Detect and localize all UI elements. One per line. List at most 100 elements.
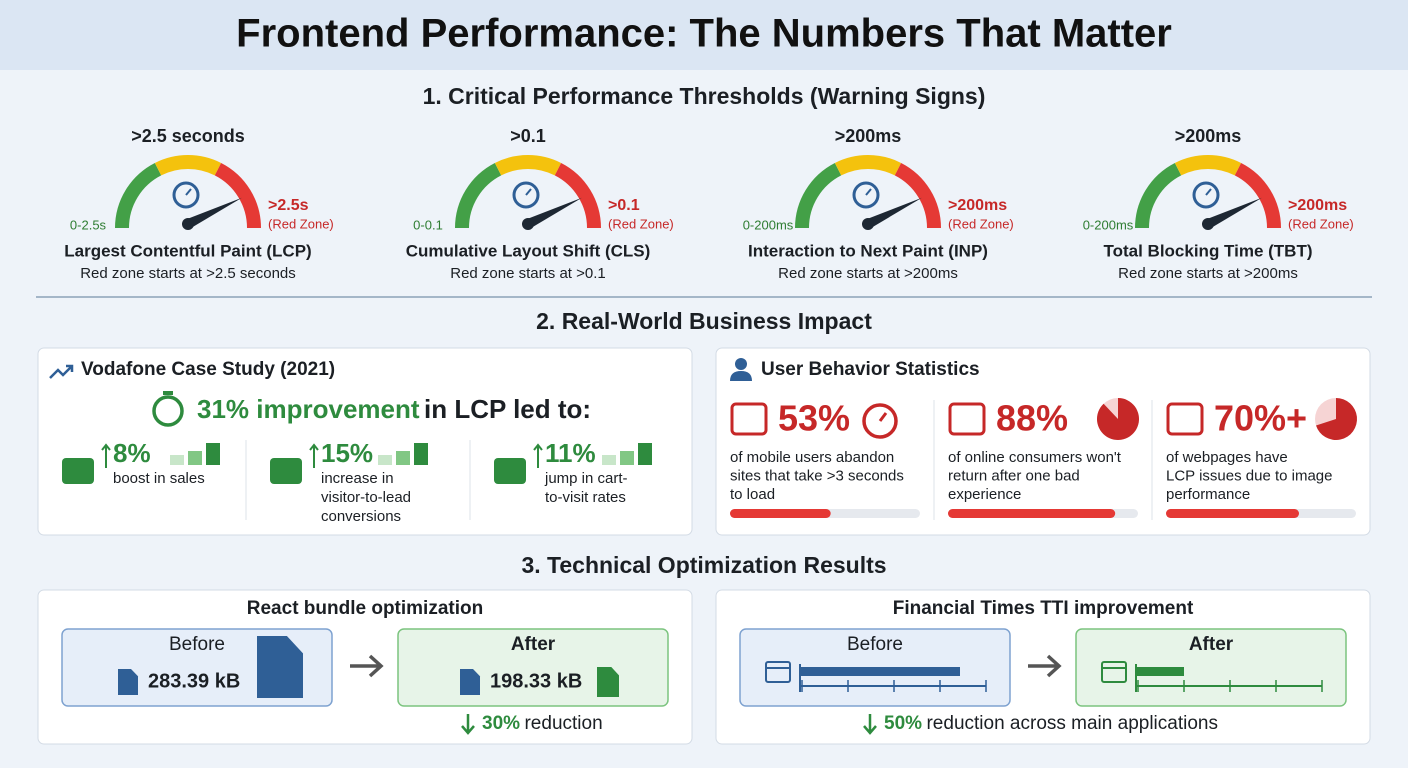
progress-fill: [730, 509, 831, 518]
gauge-name: Total Blocking Time (TBT): [1103, 241, 1312, 260]
browser-icon: [765, 661, 791, 683]
gauge-low-label: 0-2.5s: [70, 217, 107, 232]
stat-text: of online consumers won't: [948, 449, 1122, 466]
stat-icon: [1166, 402, 1204, 436]
gauge-high-label: >2.5s: [268, 197, 309, 214]
up-arrow: [533, 443, 543, 468]
stat-value: 8%: [113, 438, 151, 468]
stat-value: 88%: [996, 398, 1068, 439]
page-title: Frontend Performance: The Numbers That M…: [236, 12, 1172, 56]
gauge-hub: [182, 218, 194, 230]
gauge-needle: [185, 197, 242, 229]
card-title: Financial Times TTI improvement: [893, 598, 1194, 619]
gauge-arc: [455, 162, 502, 229]
reduction-text: reduction across main applications: [926, 713, 1218, 734]
stat-value: 15%: [321, 438, 373, 468]
timeline-bar: [800, 667, 960, 676]
box-label: After: [511, 634, 556, 655]
stat-text: boost in sales: [113, 470, 205, 487]
gauge-note: Red zone starts at >2.5 seconds: [80, 265, 296, 282]
gauge-arc: [1174, 155, 1242, 176]
header-band: [0, 0, 1408, 70]
gauge-zone-label: (Red Zone): [1288, 216, 1354, 231]
gauge-arc: [554, 162, 601, 229]
gauge-arc: [214, 162, 261, 229]
timeline-bar: [1136, 667, 1184, 676]
gauge-high-label: >0.1: [608, 197, 640, 214]
reduction-value: 50%: [884, 713, 922, 734]
gauge-icon: [525, 188, 532, 196]
stat-text: experience: [948, 486, 1021, 503]
gauge-threshold: >200ms: [1175, 126, 1242, 146]
gauge-name: Interaction to Next Paint (INP): [748, 241, 988, 260]
trend-icon: [49, 364, 74, 379]
pie-slice: [1316, 398, 1357, 440]
gauge-zone-label: (Red Zone): [608, 216, 674, 231]
stat-icon: [62, 458, 94, 484]
stat-text: increase in: [321, 470, 394, 487]
mini-bar: [620, 451, 634, 465]
section-heading: 2. Real-World Business Impact: [536, 308, 872, 334]
gauge-icon: [512, 181, 540, 209]
file-size: 283.39 kB: [148, 670, 240, 692]
gauge-name: Cumulative Layout Shift (CLS): [406, 241, 651, 260]
file-icon: [460, 669, 480, 695]
gauge-needle: [865, 197, 922, 229]
gauge-arc: [834, 155, 902, 176]
stat-value: 70%+: [1214, 398, 1307, 439]
file-icon: [257, 636, 303, 698]
stat-text: visitor-to-lead: [321, 489, 411, 506]
stat-icon: [948, 402, 986, 436]
gauge-note: Red zone starts at >200ms: [778, 265, 958, 282]
gauge-icon: [852, 181, 880, 209]
box-label: After: [1189, 634, 1234, 655]
stat-text: of webpages have: [1166, 449, 1288, 466]
stat-value: 11%: [545, 438, 596, 468]
stopwatch-icon: [878, 412, 888, 422]
gauge-note: Red zone starts at >0.1: [450, 265, 606, 282]
gauge-note: Red zone starts at >200ms: [1118, 265, 1298, 282]
reduction: 30% reduction: [482, 713, 603, 734]
gauge-threshold: >2.5 seconds: [131, 126, 245, 146]
stat-text: jump in cart-: [544, 470, 628, 487]
down-arrow: [461, 714, 475, 735]
stat-text: sites that take >3 seconds: [730, 467, 904, 484]
gauge-arc: [1135, 162, 1182, 229]
down-arrow: [863, 714, 877, 735]
gauge-needle: [1205, 197, 1262, 229]
reduction-text: reduction: [524, 713, 602, 734]
section-heading: 3. Technical Optimization Results: [521, 552, 886, 578]
gauge-hub: [522, 218, 534, 230]
gauge-hub: [862, 218, 874, 230]
stopwatch-icon: [152, 395, 184, 427]
stopwatch-icon: [862, 403, 898, 439]
stat-text: return after one bad: [948, 467, 1080, 484]
up-arrow: [309, 443, 319, 468]
person-icon: [730, 371, 752, 381]
browser-icon: [1101, 661, 1127, 683]
gauge-zone-label: (Red Zone): [948, 216, 1014, 231]
stat-text: to-visit rates: [545, 489, 626, 506]
section-heading: 1. Critical Performance Thresholds (Warn…: [423, 83, 986, 109]
gauge-icon: [865, 188, 872, 196]
gauge-arc: [894, 162, 941, 229]
mini-bar: [638, 443, 652, 465]
gauge-icon: [185, 188, 192, 196]
gauge-arc: [115, 162, 162, 229]
gauge-arc: [1234, 162, 1281, 229]
gauge-high-label: >200ms: [948, 197, 1007, 214]
arrow: [1028, 654, 1062, 678]
gauge-icon: [172, 181, 200, 209]
mini-bar: [188, 451, 202, 465]
stat-text: to load: [730, 486, 775, 503]
mini-bar: [170, 455, 184, 465]
file-icon: [597, 667, 619, 697]
card-title: React bundle optimization: [247, 598, 483, 619]
file-size: 198.33 kB: [490, 670, 582, 692]
mini-bar: [206, 443, 220, 465]
gauge-arc: [154, 155, 222, 176]
reduction: 50% reduction across main applications: [884, 713, 1218, 734]
card-title: User Behavior Statistics: [761, 359, 980, 380]
reduction-value: 30%: [482, 713, 520, 734]
